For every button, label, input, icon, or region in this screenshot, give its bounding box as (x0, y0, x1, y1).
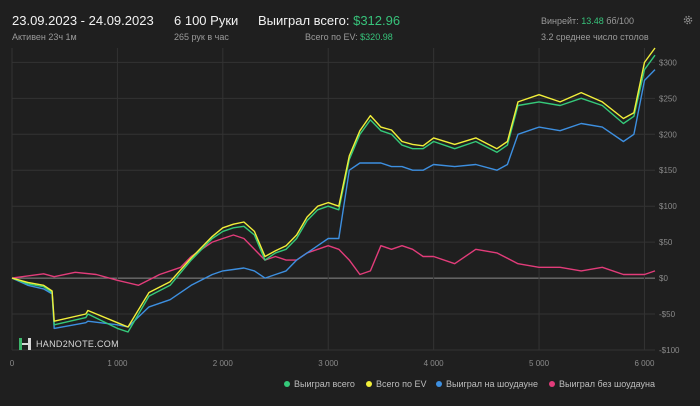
series-line-showdown (11, 69, 656, 330)
won-total-value: $312.96 (353, 13, 401, 28)
date-range: 23.09.2023 - 24.09.2023 (12, 13, 154, 28)
winrate: Винрейт: 13.48 бб/100 (541, 16, 634, 26)
won-total-label: Выиграл всего: (258, 13, 350, 28)
active-duration: Активен 23ч 1м (12, 32, 77, 42)
series-line-ev (11, 47, 656, 328)
x-tick-label: 6 000 (634, 359, 655, 368)
legend-ev-dot (366, 381, 372, 387)
legend-showdown[interactable]: Выиграл на шоудауне (436, 379, 538, 389)
legend-non-showdown-dot (549, 381, 555, 387)
y-tick-label: $300 (659, 58, 677, 67)
y-tick-label: -$50 (659, 310, 676, 319)
gear-icon[interactable] (682, 14, 694, 26)
y-tick-label: $100 (659, 202, 677, 211)
legend-won-label: Выиграл всего (294, 379, 355, 389)
series-line-won (11, 54, 656, 333)
average-tables: 3.2 среднее число столов (541, 32, 649, 42)
y-tick-label: $50 (659, 238, 673, 247)
legend-showdown-dot (436, 381, 442, 387)
chart-grid (11, 48, 655, 351)
series-line-non_showdown (11, 234, 656, 286)
logo-text: HAND2NOTE.COM (36, 339, 119, 349)
axis-ticks: -$100 -$50 $0 $50 $100 $150 $200 $250 $300 0 1 000… (10, 58, 680, 368)
hands-count: 6 100 Руки (174, 13, 239, 28)
x-tick-label: 4 000 (424, 359, 445, 368)
winrate-value: 13.48 (581, 16, 604, 26)
x-tick-label: 1 000 (107, 359, 128, 368)
winrate-label: Винрейт: (541, 16, 579, 26)
hand2note-logo-icon (19, 338, 31, 350)
legend-won-dot (284, 381, 290, 387)
ev-total-label: Всего по EV: (305, 32, 358, 42)
y-tick-label: $250 (659, 94, 677, 103)
legend-ev[interactable]: Всего по EV (366, 379, 426, 389)
legend-non-showdown[interactable]: Выиграл без шоудауна (549, 379, 655, 389)
x-tick-label: 2 000 (213, 359, 234, 368)
winrate-unit: бб/100 (606, 16, 635, 26)
won-total: Выиграл всего: $312.96 (258, 13, 400, 28)
chart-lines (11, 47, 656, 333)
x-tick-label: 0 (10, 359, 15, 368)
ev-total: Всего по EV: $320.98 (305, 32, 393, 42)
ev-total-value: $320.98 (360, 32, 393, 42)
x-tick-label: 3 000 (318, 359, 339, 368)
legend-non-showdown-label: Выиграл без шоудауна (559, 379, 655, 389)
y-tick-label: -$100 (659, 346, 680, 355)
legend-won[interactable]: Выиграл всего (284, 379, 355, 389)
legend-ev-label: Всего по EV (376, 379, 427, 389)
legend-showdown-label: Выиграл на шоудауне (446, 379, 538, 389)
hands-per-hour: 265 рук в час (174, 32, 229, 42)
y-tick-label: $0 (659, 274, 668, 283)
hand2note-logo: HAND2NOTE.COM (18, 337, 119, 351)
y-tick-label: $200 (659, 130, 677, 139)
x-tick-label: 5 000 (529, 359, 550, 368)
y-tick-label: $150 (659, 166, 677, 175)
